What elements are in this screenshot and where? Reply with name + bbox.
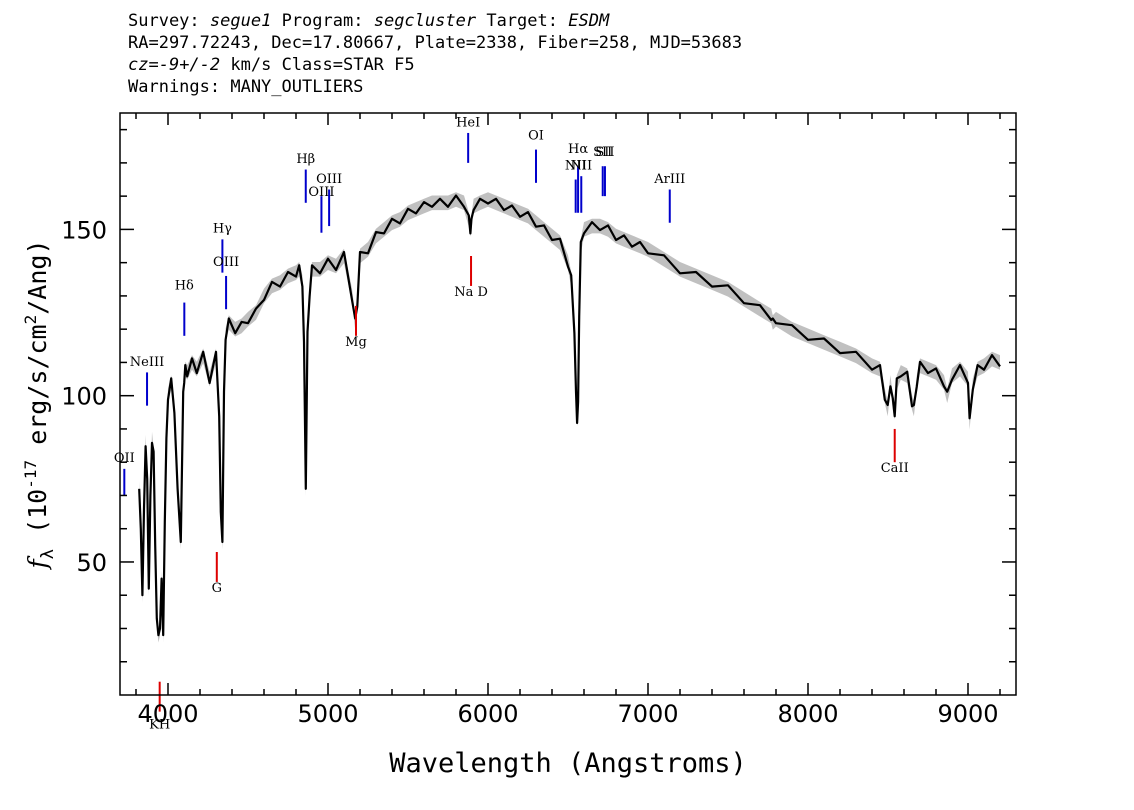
spectrum-header: Survey: segue1 Program: segcluster Targe… [128,10,1028,98]
axes: 4000 5000 6000 7000 8000 9000 50 100 150 Waveleng… [21,112,1017,779]
annotation-label: Hα [568,142,588,157]
survey-label: Survey: [128,11,200,31]
target-label: Target: [486,11,558,31]
annotation-label: SII [593,145,612,160]
x-tick-label: 7000 [617,700,678,728]
annotation-label: Hγ [213,222,232,237]
plot-area [138,192,1001,643]
y-tick-label: 100 [61,383,107,411]
x-axis-label: Wavelength (Angstroms) [389,748,747,779]
annotation-label: NeIII [130,355,164,370]
annotation-label: CaII [881,461,909,476]
x-tick-label: 6000 [457,700,518,728]
plot-frame [119,112,1017,696]
annotation-label: KH [149,717,170,732]
annotation-label: SII [595,145,614,160]
target-value: ESDM [568,11,610,31]
annotation-label: NII [565,159,587,174]
class-text: km/s Class=STAR F5 [230,55,415,75]
y-tick-label: 150 [61,216,107,244]
x-tick-label: 4000 [137,700,198,728]
cz-label: cz= [128,55,159,75]
annotation-label: HeI [456,115,480,130]
header-line-coordinates: RA=297.72243, Dec=17.80667, Plate=2338, … [128,33,743,53]
x-tick-label: 5000 [297,700,358,728]
survey-value: segue1 [209,11,272,31]
annotation-label: OIII [213,255,239,270]
header-line-survey: Survey: segue1 Program: segcluster Targe… [128,10,1028,32]
annotation-label: NII [570,159,592,174]
annotation-label: OIII [308,185,334,200]
error-band [139,192,1000,643]
y-tick-label: 50 [76,549,107,577]
annotation-label: OIII [316,172,342,187]
annotation-label: Mg [345,335,367,350]
x-tick-label: 9000 [937,700,998,728]
program-value: segcluster [373,11,477,31]
header-line-redshift: cz=-9+/-2 km/s Class=STAR F5 [128,54,1028,76]
annotation-label: ArIII [653,172,685,187]
annotation-label: Hβ [296,152,315,167]
cz-value: -9+/-2 [158,55,221,75]
header-line-warnings: Warnings: MANY_OUTLIERS [128,77,364,97]
line-annotations: OIINeIIIHδHγOIIIHβOIIIOIIIHeIOINIIHαNIIS… [114,115,909,732]
annotation-label: Hδ [175,278,194,293]
x-tick-label: 8000 [777,700,838,728]
annotation-label: Na D [454,285,488,300]
program-label: Program: [281,11,364,31]
annotation-label: OI [528,129,544,144]
annotation-label: G [212,581,222,596]
spectrum-line [138,194,1001,637]
y-axis-label: fλ (10-17 erg/s/cm2/Ang) [21,239,58,570]
annotation-label: OII [114,451,135,466]
